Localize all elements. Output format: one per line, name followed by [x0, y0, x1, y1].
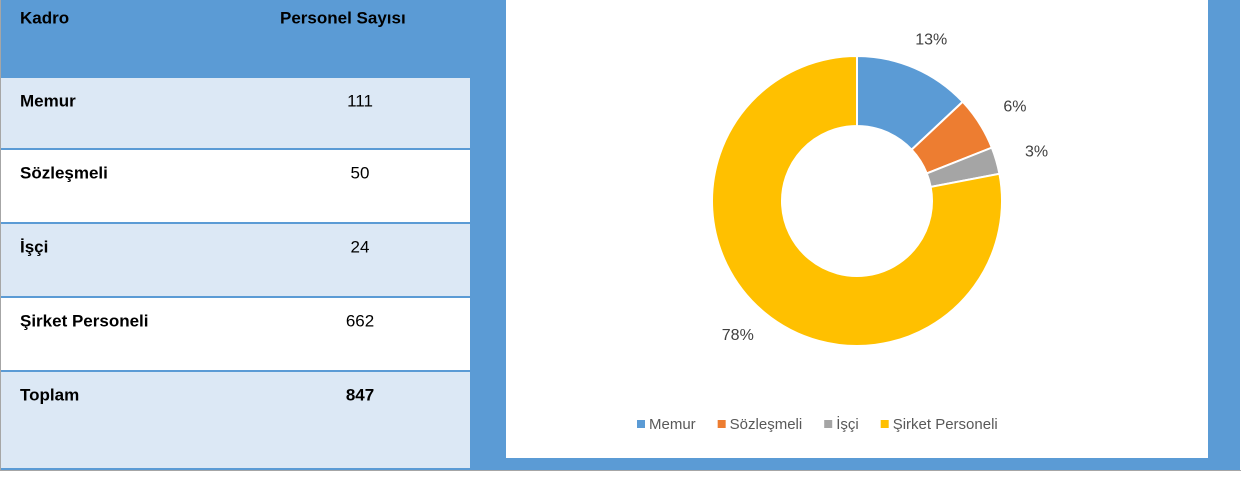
table-row	[1, 78, 470, 148]
row-label: İşçi	[20, 237, 48, 256]
table-row	[1, 224, 470, 296]
data-label: 78%	[722, 327, 754, 344]
row-value: 662	[346, 311, 374, 330]
legend-label: İşçi	[836, 415, 859, 433]
row-label: Toplam	[20, 385, 79, 404]
data-label: 3%	[1025, 143, 1048, 160]
legend-swatch	[824, 420, 833, 428]
data-label: 13%	[915, 32, 947, 49]
data-label: 6%	[1003, 98, 1026, 115]
legend-label: Şirket Personeli	[893, 416, 998, 433]
row-value: 111	[347, 91, 373, 110]
header-cell: Personel Sayısı	[280, 8, 406, 27]
legend-label: Memur	[649, 416, 696, 433]
table-row	[1, 372, 470, 468]
row-value: 50	[351, 163, 370, 182]
row-label: Sözleşmeli	[20, 163, 108, 182]
header-cell: Kadro	[20, 8, 69, 27]
legend-swatch	[880, 420, 889, 428]
legend-swatch	[717, 420, 726, 428]
table-row	[1, 298, 470, 370]
donut-slice	[711, 54, 1003, 347]
table-row	[1, 150, 470, 222]
row-value: 847	[346, 385, 374, 404]
row-value: 24	[351, 237, 370, 256]
row-label: Memur	[20, 91, 76, 110]
legend-label: Sözleşmeli	[730, 416, 803, 433]
row-label: Şirket Personeli	[20, 311, 149, 330]
legend-swatch	[637, 420, 645, 428]
